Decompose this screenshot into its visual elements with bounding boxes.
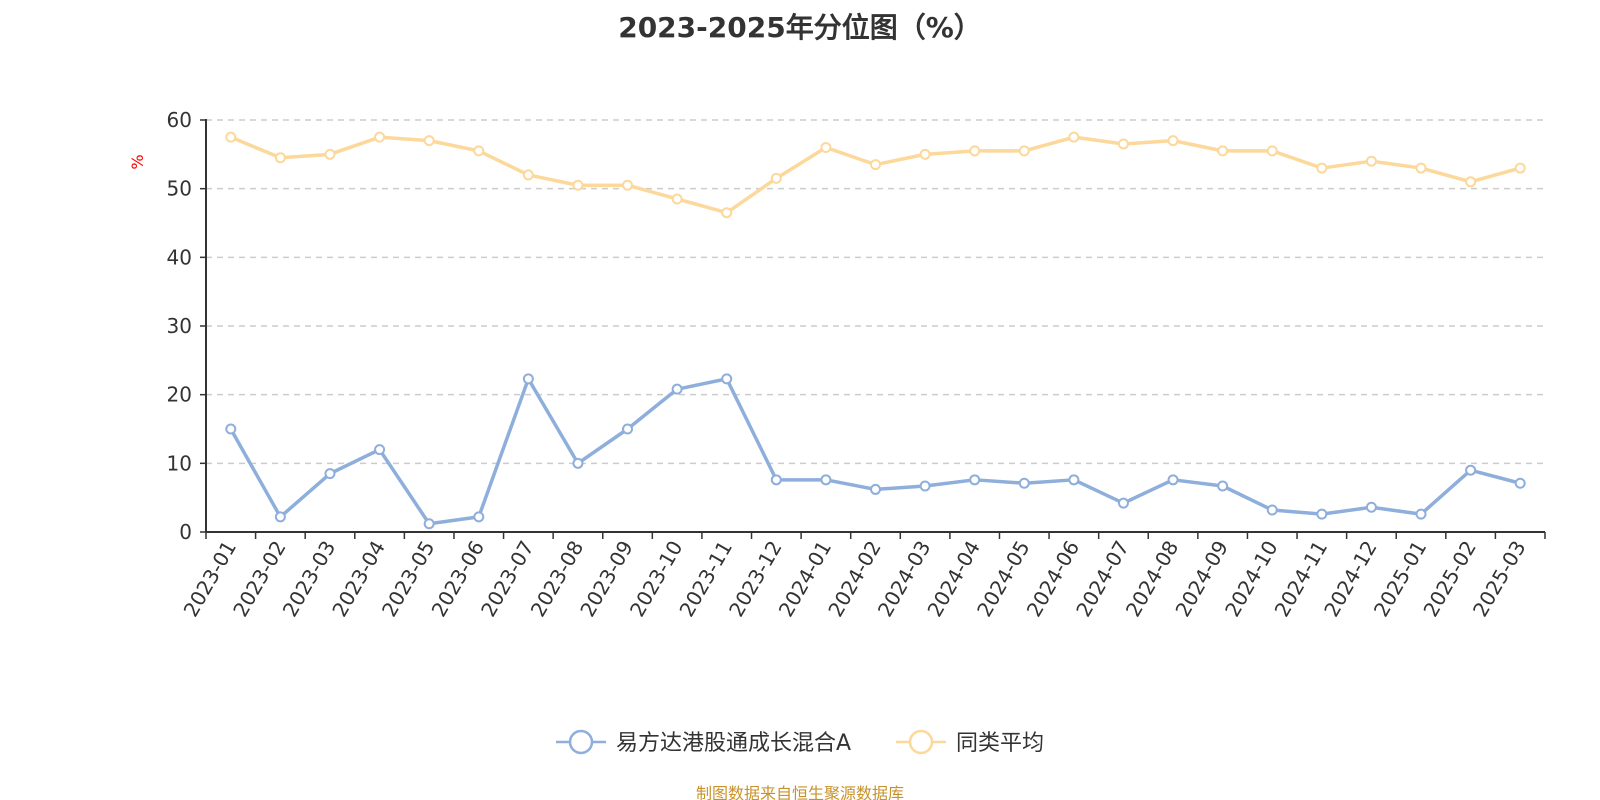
y-tick-label: 60 bbox=[167, 108, 192, 132]
series-2-point bbox=[919, 148, 931, 160]
series-2-point bbox=[473, 145, 485, 157]
y-tick-label: 50 bbox=[167, 177, 192, 201]
series-1-point bbox=[1117, 497, 1129, 509]
data-source-note: 制图数据来自恒生聚源数据库 bbox=[695, 784, 904, 800]
series-1-point bbox=[423, 518, 435, 530]
series-1-point bbox=[671, 383, 683, 395]
series-2-point bbox=[374, 131, 386, 143]
series-2-point bbox=[770, 172, 782, 184]
series-1-point bbox=[1365, 501, 1377, 513]
series-line-1 bbox=[229, 377, 1522, 526]
legend-marker-1 bbox=[568, 729, 594, 755]
series-2-point bbox=[969, 145, 981, 157]
series-2-point bbox=[721, 207, 733, 219]
series-2-point bbox=[1117, 138, 1129, 150]
series-2-point bbox=[423, 135, 435, 147]
series-2-point bbox=[1217, 145, 1229, 157]
chart-title: 2023-2025年分位图（%） bbox=[618, 11, 982, 44]
series-2-point bbox=[870, 159, 881, 171]
series-1-point bbox=[225, 423, 237, 435]
series-1-point bbox=[770, 474, 782, 486]
series-1-point bbox=[969, 474, 981, 486]
series-1-point bbox=[1465, 464, 1477, 476]
series-1-point bbox=[1316, 508, 1328, 520]
y-tick-label: 40 bbox=[167, 245, 192, 269]
series-1-point bbox=[1266, 504, 1278, 516]
series-1-point bbox=[374, 444, 386, 456]
series-2-point bbox=[1167, 135, 1179, 147]
y-tick-label: 20 bbox=[167, 383, 192, 407]
series-1-point bbox=[721, 373, 733, 385]
series-1-point bbox=[572, 457, 584, 469]
series-1-point bbox=[622, 423, 634, 435]
series-1-point bbox=[1217, 480, 1229, 492]
series-2-point bbox=[820, 141, 832, 153]
series-1-point bbox=[1068, 474, 1080, 486]
series-1-point bbox=[1415, 508, 1427, 520]
y-tick-label: 0 bbox=[179, 520, 192, 544]
series-2-point bbox=[1465, 176, 1477, 188]
series-1-point bbox=[324, 468, 336, 480]
series-1-point bbox=[870, 483, 881, 495]
series-1-point bbox=[274, 511, 286, 523]
series-2-point bbox=[225, 131, 237, 143]
series-line-2 bbox=[229, 135, 1522, 215]
legend-marker-2 bbox=[908, 729, 934, 755]
y-tick-label: 30 bbox=[167, 314, 192, 338]
series-1-point bbox=[919, 480, 931, 492]
series-1-point bbox=[820, 474, 832, 486]
series-2-point bbox=[1415, 162, 1427, 174]
series-2-point bbox=[1266, 145, 1278, 157]
series-2-point bbox=[522, 169, 534, 181]
series-2-point bbox=[572, 179, 584, 191]
series-2-point bbox=[324, 148, 336, 160]
series-1-point bbox=[473, 511, 485, 523]
series-1-point bbox=[1167, 474, 1179, 486]
legend-label-1: 易方达港股通成长混合A bbox=[616, 731, 851, 756]
series-2-point bbox=[622, 179, 634, 191]
series-2-point bbox=[1514, 162, 1526, 174]
series-2-point bbox=[1018, 145, 1030, 157]
y-axis-unit-label: % bbox=[128, 154, 147, 169]
series-2-point bbox=[671, 193, 683, 205]
series-1-point bbox=[1018, 477, 1030, 489]
series-2-point bbox=[1316, 162, 1328, 174]
series-2-point bbox=[1068, 131, 1080, 143]
legend-label-2: 同类平均 bbox=[956, 731, 1044, 756]
y-tick-label: 10 bbox=[167, 451, 192, 475]
series-1-point bbox=[522, 373, 534, 385]
series-2-point bbox=[1365, 155, 1377, 167]
series-2-point bbox=[274, 152, 286, 164]
series-1-point bbox=[1514, 477, 1526, 489]
